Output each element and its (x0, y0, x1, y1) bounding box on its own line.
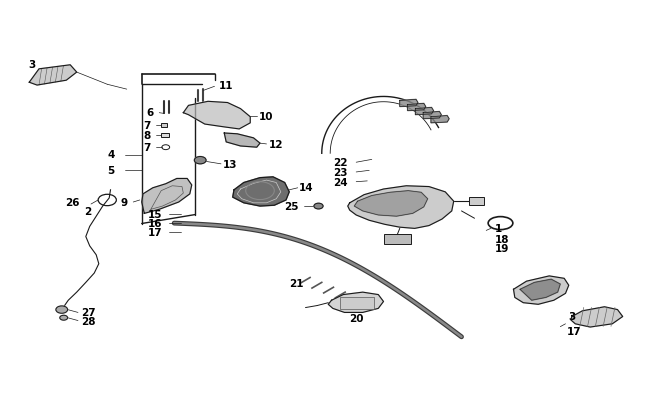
Text: 4: 4 (107, 150, 114, 160)
Polygon shape (423, 112, 441, 119)
Text: 15: 15 (148, 210, 162, 220)
Polygon shape (224, 134, 260, 148)
Text: 19: 19 (495, 244, 510, 254)
Text: 13: 13 (223, 160, 237, 169)
FancyBboxPatch shape (469, 198, 484, 206)
Text: 2: 2 (84, 207, 91, 216)
Polygon shape (520, 279, 560, 301)
FancyBboxPatch shape (340, 298, 374, 309)
Text: 1: 1 (495, 224, 502, 234)
Text: 25: 25 (285, 202, 299, 211)
Polygon shape (354, 191, 428, 217)
Text: 7: 7 (144, 121, 151, 130)
Polygon shape (514, 276, 569, 305)
Text: 21: 21 (289, 279, 304, 288)
Circle shape (314, 204, 323, 209)
FancyBboxPatch shape (161, 134, 169, 137)
Text: 6: 6 (147, 108, 154, 117)
Polygon shape (328, 292, 384, 313)
Text: 22: 22 (333, 158, 348, 168)
Text: 5: 5 (107, 165, 114, 175)
Text: 10: 10 (259, 112, 273, 122)
Polygon shape (348, 186, 454, 229)
Text: 18: 18 (495, 234, 510, 244)
Text: 3: 3 (28, 60, 36, 70)
Circle shape (56, 306, 68, 313)
Text: 11: 11 (219, 81, 233, 91)
Polygon shape (183, 102, 250, 130)
Polygon shape (29, 66, 77, 86)
Circle shape (194, 157, 206, 164)
Text: 3: 3 (568, 312, 576, 322)
FancyBboxPatch shape (161, 124, 167, 128)
Text: 16: 16 (148, 219, 162, 228)
Polygon shape (431, 116, 449, 124)
FancyBboxPatch shape (384, 235, 411, 245)
Polygon shape (408, 104, 426, 111)
Polygon shape (142, 179, 192, 214)
Text: 8: 8 (144, 131, 151, 141)
Polygon shape (400, 100, 418, 107)
Polygon shape (571, 307, 623, 327)
Text: 17: 17 (148, 228, 162, 238)
Text: 28: 28 (81, 316, 96, 326)
Text: 12: 12 (268, 140, 283, 149)
Text: 27: 27 (81, 308, 96, 318)
Circle shape (60, 315, 68, 320)
Text: 26: 26 (65, 198, 79, 207)
Text: 17: 17 (567, 326, 581, 336)
Text: 24: 24 (333, 177, 348, 187)
Polygon shape (233, 177, 289, 207)
Text: 23: 23 (333, 168, 348, 177)
Text: 20: 20 (349, 313, 363, 323)
Text: 14: 14 (299, 183, 313, 192)
Polygon shape (415, 108, 434, 115)
Text: 9: 9 (121, 198, 128, 207)
Text: 7: 7 (144, 143, 151, 153)
